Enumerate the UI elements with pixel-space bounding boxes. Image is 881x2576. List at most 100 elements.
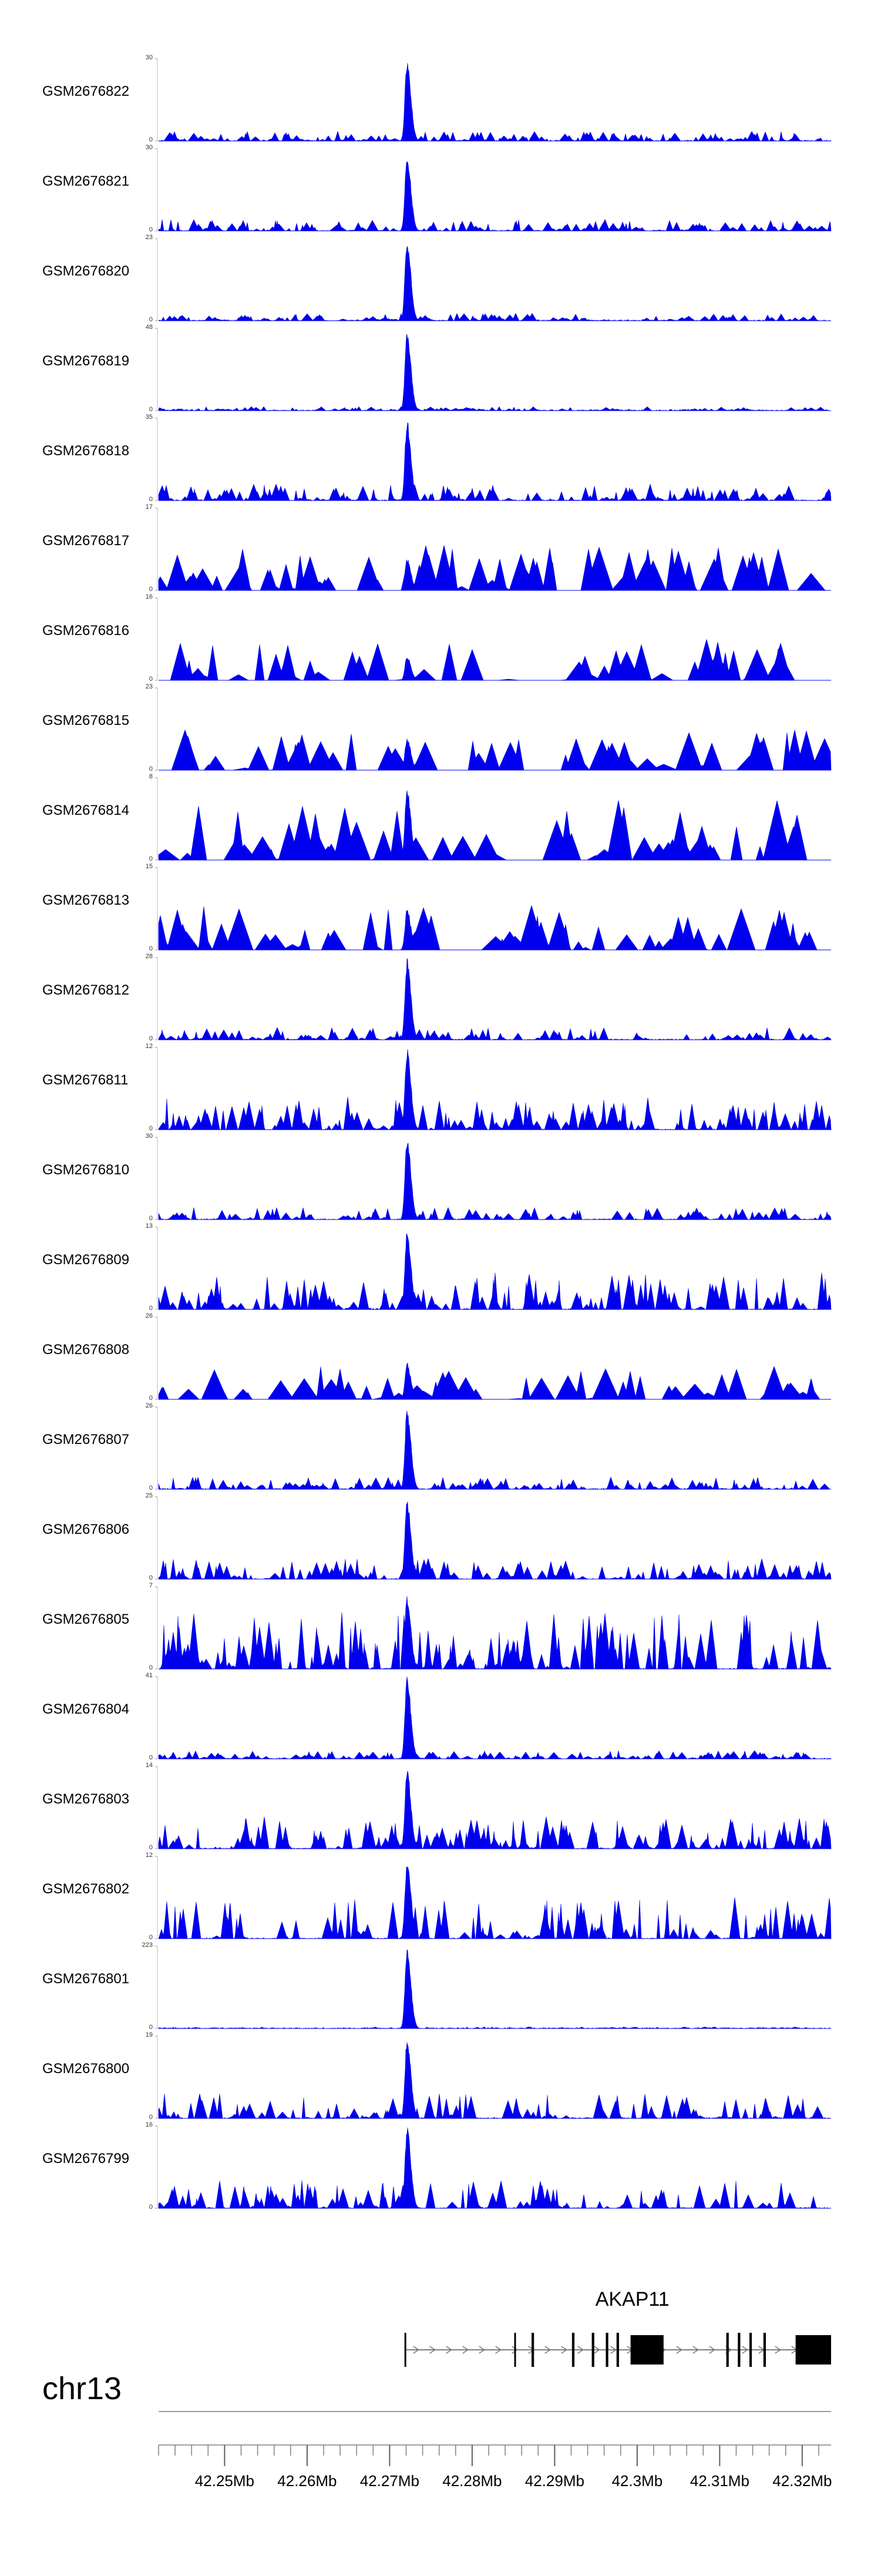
y-max-label: 26 xyxy=(145,1312,153,1319)
signal-area xyxy=(158,2042,832,2119)
y-max-label: 23 xyxy=(145,683,153,690)
track-label: GSM2676805 xyxy=(42,1611,130,1627)
y-min-label: 0 xyxy=(149,2204,153,2211)
strand-arrow xyxy=(561,2346,568,2354)
y-min-label: 0 xyxy=(149,1754,153,1761)
signal-area xyxy=(158,1362,831,1400)
strand-arrow xyxy=(446,2346,453,2354)
y-max-label: 16 xyxy=(145,593,153,600)
track-label: GSM2676819 xyxy=(42,353,130,369)
y-max-label: 15 xyxy=(145,863,153,870)
y-min-label: 0 xyxy=(149,136,153,143)
signal-area xyxy=(159,639,831,681)
y-max-label: 14 xyxy=(145,1762,153,1769)
track-GSM2676811 xyxy=(155,1047,832,1130)
track-GSM2676799 xyxy=(155,2125,831,2209)
signal-area xyxy=(158,958,832,1040)
track-label: GSM2676810 xyxy=(42,1162,130,1178)
y-min-label: 0 xyxy=(149,855,153,862)
strand-arrow xyxy=(692,2346,700,2354)
y-min-label: 0 xyxy=(149,586,153,593)
signal-area xyxy=(158,1233,832,1310)
strand-arrow xyxy=(544,2346,552,2354)
track-GSM2676801 xyxy=(155,1946,831,2029)
y-max-label: 30 xyxy=(145,54,153,61)
track-GSM2676815 xyxy=(155,687,832,771)
y-min-label: 0 xyxy=(149,1125,153,1132)
y-min-label: 0 xyxy=(149,1035,153,1042)
strand-arrow xyxy=(495,2346,502,2354)
y-min-label: 0 xyxy=(149,1934,153,1941)
track-GSM2676818 xyxy=(155,418,832,501)
track-label: GSM2676804 xyxy=(42,1701,130,1717)
track-label: GSM2676818 xyxy=(42,443,130,459)
track-GSM2676809 xyxy=(155,1227,832,1310)
track-GSM2676804 xyxy=(155,1676,832,1759)
signal-area xyxy=(158,905,831,951)
x-tick-label: 42.31Mb xyxy=(690,2472,749,2490)
y-max-label: 7 xyxy=(149,1582,153,1589)
track-label: GSM2676815 xyxy=(42,713,130,728)
y-min-label: 0 xyxy=(149,2024,153,2031)
strand-arrow xyxy=(577,2346,584,2354)
y-max-label: 12 xyxy=(145,1852,153,1859)
x-tick-label: 42.29Mb xyxy=(524,2472,584,2490)
track-GSM2676816 xyxy=(155,597,831,681)
exon xyxy=(749,2333,752,2367)
x-tick-label: 42.27Mb xyxy=(359,2472,419,2490)
track-label: GSM2676817 xyxy=(42,533,130,549)
track-label: GSM2676811 xyxy=(42,1072,129,1088)
track-label: GSM2676813 xyxy=(42,892,130,908)
chromosome-label: chr13 xyxy=(42,2371,122,2406)
track-GSM2676817 xyxy=(155,508,831,592)
signal-area xyxy=(158,1502,832,1580)
track-GSM2676800 xyxy=(155,2036,832,2119)
y-max-label: 8 xyxy=(149,773,153,780)
y-max-label: 41 xyxy=(145,1672,153,1679)
signal-area xyxy=(158,1866,832,1939)
signal-area xyxy=(158,161,832,231)
track-label: GSM2676807 xyxy=(42,1432,130,1447)
track-GSM2676813 xyxy=(155,867,831,951)
track-label: GSM2676822 xyxy=(42,83,130,99)
signal-area xyxy=(158,422,832,501)
x-tick-label: 42.32Mb xyxy=(772,2472,832,2490)
signal-area xyxy=(158,2127,831,2209)
exon xyxy=(763,2333,766,2367)
signal-area xyxy=(158,334,831,411)
track-label: GSM2676812 xyxy=(42,982,130,998)
y-min-label: 0 xyxy=(149,1215,153,1222)
track-GSM2676820 xyxy=(155,238,831,321)
track-GSM2676805 xyxy=(155,1586,832,1670)
y-max-label: 35 xyxy=(145,414,153,421)
strand-arrow xyxy=(775,2346,782,2354)
y-max-label: 19 xyxy=(145,2031,153,2038)
signal-area xyxy=(158,790,831,861)
gene-name-label: AKAP11 xyxy=(595,2288,670,2310)
y-max-label: 13 xyxy=(145,1222,153,1230)
y-max-label: 25 xyxy=(145,1492,153,1499)
y-min-label: 0 xyxy=(149,1305,153,1312)
track-label: GSM2676820 xyxy=(42,263,130,279)
track-GSM2676808 xyxy=(155,1316,831,1400)
strand-arrow xyxy=(429,2346,436,2354)
exon xyxy=(726,2333,729,2367)
x-tick-label: 42.26Mb xyxy=(277,2472,337,2490)
track-GSM2676810 xyxy=(155,1137,832,1220)
strand-arrow xyxy=(610,2346,617,2354)
strand-arrow xyxy=(512,2346,519,2354)
track-label: GSM2676799 xyxy=(42,2151,130,2167)
y-min-label: 0 xyxy=(149,1844,153,1851)
signal-area xyxy=(158,545,831,592)
track-GSM2676807 xyxy=(155,1406,831,1490)
strand-arrow xyxy=(742,2346,749,2354)
strand-arrow xyxy=(479,2346,486,2354)
strand-arrow xyxy=(676,2346,683,2354)
exon xyxy=(616,2333,619,2367)
y-min-label: 0 xyxy=(149,1485,153,1492)
track-GSM2676819 xyxy=(155,328,831,411)
y-max-label: 12 xyxy=(145,1043,153,1050)
track-label: GSM2676821 xyxy=(42,173,130,189)
